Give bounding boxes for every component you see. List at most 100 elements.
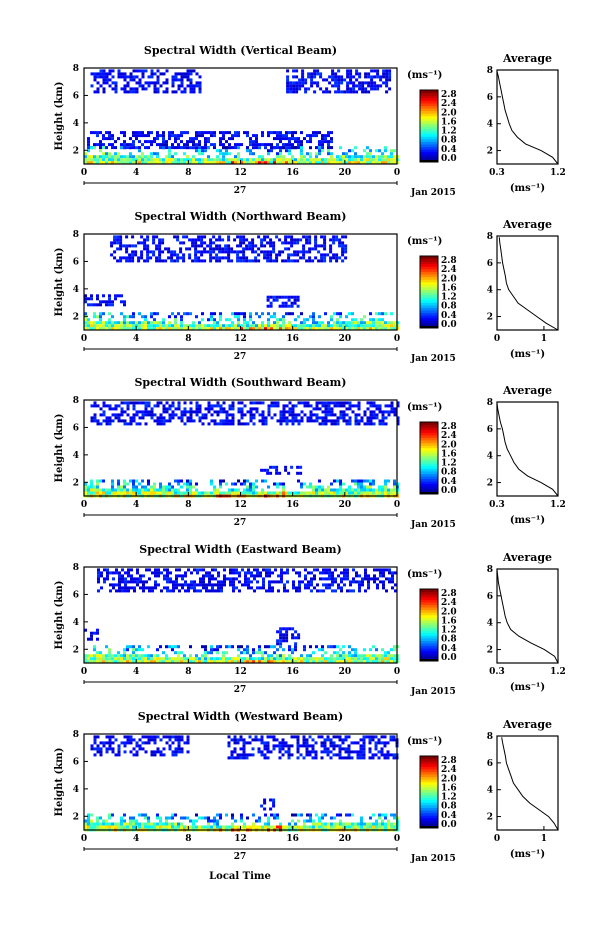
heatmap-cell: [234, 660, 237, 664]
colorbar-segment: [420, 761, 438, 765]
heatmap-cell: [344, 747, 348, 751]
heatmap-cell: [123, 158, 126, 162]
heatmap-cell: [90, 479, 93, 483]
heatmap-cell: [198, 404, 202, 408]
heatmap-cell: [393, 660, 396, 664]
heatmap-cell: [372, 422, 376, 426]
heatmap-cell: [250, 574, 253, 578]
heatmap-cell: [360, 416, 364, 420]
heatmap-cell: [84, 819, 87, 823]
heatmap-cell: [141, 657, 144, 661]
heatmap-cell: [291, 636, 295, 640]
heatmap-cell: [348, 651, 351, 655]
heatmap-cell: [372, 404, 376, 408]
colorbar-segment: [420, 619, 438, 623]
heatmap-cell: [177, 735, 181, 739]
heatmap-cell: [134, 253, 138, 257]
heatmap-cell: [342, 161, 345, 165]
heatmap-cell: [165, 491, 168, 495]
heatmap-cell: [357, 488, 360, 492]
heatmap-cell: [311, 747, 315, 751]
heatmap-cell: [366, 479, 369, 483]
heatmap-cell: [357, 419, 361, 423]
heatmap-cell: [293, 301, 297, 305]
heatmap-cell: [84, 300, 87, 304]
heatmap-cell: [102, 294, 105, 298]
heatmap-cell: [126, 648, 129, 652]
heatmap-cell: [237, 410, 241, 414]
heatmap-cell: [176, 256, 180, 260]
heatmap-cell: [341, 756, 345, 760]
heatmap-cell: [228, 645, 231, 649]
heatmap-cell: [293, 295, 297, 299]
heatmap-cell: [211, 574, 214, 578]
heatmap-cell: [360, 318, 363, 322]
heatmap-cell: [358, 589, 361, 593]
heatmap-cell: [278, 250, 282, 254]
heatmap-cell: [120, 410, 124, 414]
heatmap-cell: [192, 161, 195, 165]
heatmap-cell: [227, 250, 231, 254]
heatmap-cell: [361, 87, 365, 91]
heatmap-cell: [90, 482, 93, 486]
heatmap-cell: [309, 134, 312, 138]
heatmap-cell: [129, 416, 133, 420]
heatmap-cell: [96, 651, 99, 655]
heatmap-cell: [276, 155, 279, 159]
heatmap-cell: [261, 327, 264, 331]
heatmap-cell: [375, 657, 378, 661]
x-tick-label: 20: [339, 334, 352, 344]
heatmap-cell: [266, 250, 270, 254]
heatmap-cell: [323, 741, 327, 745]
heatmap-cell: [189, 488, 192, 492]
heatmap-cell: [168, 315, 171, 319]
heatmap-cell: [189, 482, 192, 486]
heatmap-cell: [302, 738, 306, 742]
heatmap-cell: [335, 259, 339, 263]
heatmap-cell: [204, 143, 207, 147]
heatmap-cell: [210, 657, 213, 661]
heatmap-cell: [147, 131, 150, 135]
heatmap-cell: [137, 259, 141, 263]
heatmap-cell: [375, 318, 378, 322]
heatmap-cell: [120, 161, 123, 165]
heatmap-cell: [147, 327, 150, 331]
heatmap-cell: [138, 84, 142, 88]
heatmap-cell: [346, 69, 350, 73]
heatmap-cell: [117, 488, 120, 492]
heatmap-cell: [157, 574, 160, 578]
heatmap-cell: [342, 410, 346, 414]
heatmap-cell: [96, 750, 100, 754]
heatmap-cell: [363, 488, 366, 492]
heatmap-cell: [366, 825, 369, 829]
heatmap-cell: [315, 146, 318, 150]
heatmap-cell: [325, 568, 328, 572]
heatmap-cell: [177, 158, 180, 162]
colorbar-segment: [420, 476, 438, 480]
heatmap-cell: [306, 327, 309, 331]
heatmap-cell: [206, 244, 210, 248]
heatmap-cell: [390, 324, 393, 328]
heatmap-cell: [278, 756, 282, 760]
heatmap-cell: [194, 253, 198, 257]
heatmap-cell: [392, 756, 396, 760]
heatmap-cell: [216, 155, 219, 159]
heatmap-cell: [153, 419, 157, 423]
heatmap-cell: [135, 131, 138, 135]
heatmap-cell: [345, 407, 349, 411]
heatmap-cell: [313, 577, 316, 581]
heatmap-cell: [316, 568, 319, 572]
heatmap-cell: [337, 574, 340, 578]
y-tick-label: 8: [73, 396, 79, 406]
heatmap-cell: [114, 327, 117, 331]
colorbar-segment: [420, 427, 438, 431]
heatmap-cell: [120, 825, 123, 829]
heatmap-cell: [257, 259, 261, 263]
heatmap-cell: [159, 485, 162, 489]
heatmap-cell: [156, 90, 160, 94]
heatmap-cell: [242, 741, 246, 745]
heatmap-cell: [114, 738, 118, 742]
heatmap-cell: [251, 747, 255, 751]
heatmap-cell: [219, 137, 222, 141]
heatmap-cell: [122, 244, 126, 248]
